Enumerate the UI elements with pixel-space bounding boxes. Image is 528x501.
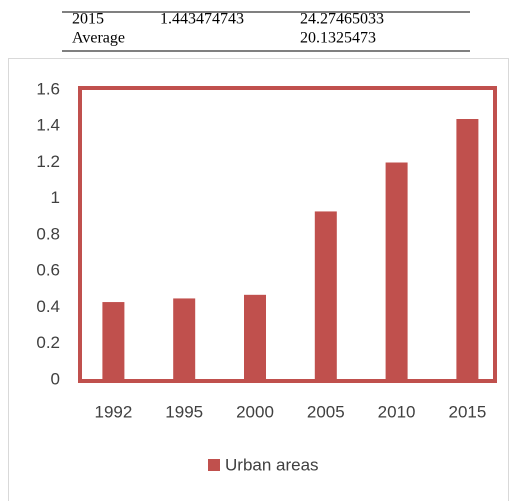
bar — [314, 211, 337, 380]
x-tick-label: 2005 — [307, 402, 345, 421]
table-cell: 2015 — [72, 11, 104, 28]
plot-border — [78, 86, 497, 383]
bar — [456, 119, 479, 380]
y-tick-label: 0.6 — [36, 261, 60, 280]
table-cell: 24.27465033 — [300, 11, 384, 28]
table-cell: 1.443474743 — [160, 11, 244, 28]
table-cell: 20.1325473 — [300, 30, 376, 47]
y-tick-label: 0 — [51, 369, 60, 388]
legend-label: Urban areas — [225, 455, 319, 474]
chart-frame — [8, 58, 509, 501]
table-cell: Average — [72, 30, 125, 47]
y-tick-label: 0.4 — [36, 297, 60, 316]
y-tick-label: 1.6 — [36, 79, 60, 98]
legend-swatch — [208, 459, 220, 471]
y-tick-label: 0.8 — [36, 224, 60, 243]
x-tick-label: 2010 — [378, 402, 416, 421]
x-tick-label: 2015 — [448, 402, 486, 421]
bar — [244, 294, 266, 380]
x-tick-label: 2000 — [236, 402, 274, 421]
bar — [102, 302, 125, 380]
y-tick-label: 1 — [51, 188, 60, 207]
bar — [385, 162, 408, 380]
x-tick-label: 1992 — [94, 402, 132, 421]
y-tick-label: 0.2 — [36, 333, 60, 352]
y-tick-label: 1.4 — [36, 116, 60, 135]
y-tick-label: 1.2 — [36, 152, 60, 171]
x-tick-label: 1995 — [165, 402, 203, 421]
bar — [173, 298, 196, 380]
